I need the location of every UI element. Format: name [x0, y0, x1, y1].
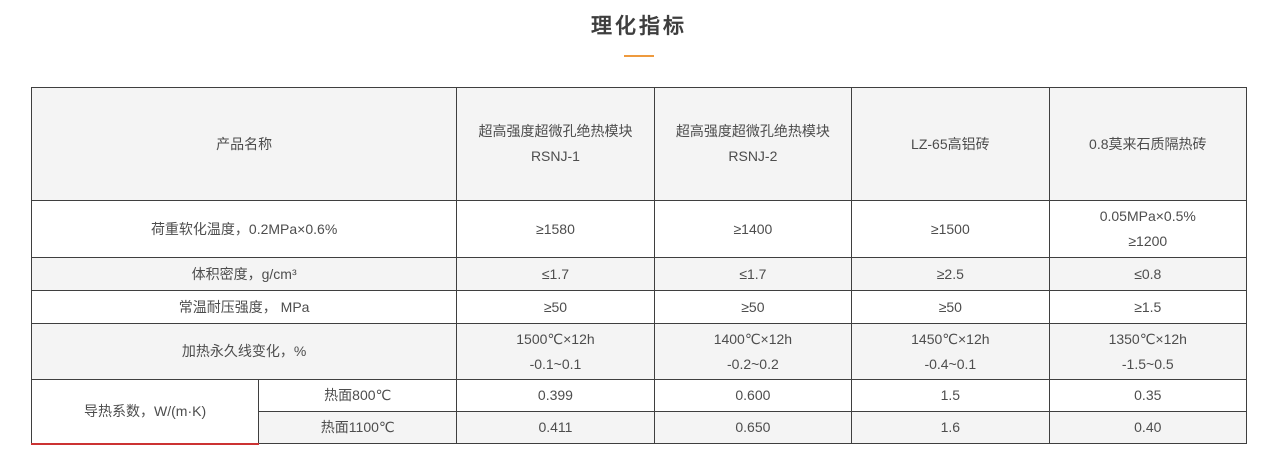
table-cell: ≥1580	[456, 200, 655, 258]
table-cell: ≥50	[851, 290, 1050, 324]
spec-table-container: 产品名称 超高强度超微孔绝热模块 RSNJ-1 超高强度超微孔绝热模块 RSNJ…	[30, 87, 1248, 445]
table-row-compressive-strength: 常温耐压强度， MPa ≥50 ≥50 ≥50 ≥1.5	[30, 290, 1248, 324]
table-cell: 1350℃×12h -1.5~0.5	[1048, 323, 1248, 380]
table-row-conductivity-800: 导热系数，W/(m·K) 热面800℃ 0.399 0.600 1.5 0.35	[30, 379, 1248, 444]
table-cell: ≥50	[456, 290, 655, 324]
page-title: 理化指标	[591, 15, 687, 38]
table-cell: ≥1.5	[1048, 290, 1248, 324]
table-cell: 0.35	[1048, 379, 1248, 412]
column-header-rsnj2: 超高强度超微孔绝热模块 RSNJ-2	[653, 87, 853, 201]
row-label: 体积密度，g/cm³	[30, 257, 458, 291]
table-cell: ≥50	[653, 290, 853, 324]
table-cell: ≤0.8	[1048, 257, 1248, 291]
column-header-lz65: LZ-65高铝砖	[851, 87, 1050, 201]
table-cell: 1500℃×12h -0.1~0.1	[456, 323, 655, 380]
red-underline-decoration	[31, 443, 259, 445]
title-divider	[624, 55, 654, 57]
column-header-rsnj1: 超高强度超微孔绝热模块 RSNJ-1	[456, 87, 655, 201]
header-row: 产品名称 超高强度超微孔绝热模块 RSNJ-1 超高强度超微孔绝热模块 RSNJ…	[30, 87, 1248, 201]
conductivity-label: 导热系数，W/(m·K)	[30, 379, 260, 444]
table-cell: 1450℃×12h -0.4~0.1	[851, 323, 1050, 380]
table-row-load-softening: 荷重软化温度，0.2MPa×0.6% ≥1580 ≥1400 ≥1500 0.0…	[30, 200, 1248, 258]
table-cell: 0.05MPa×0.5% ≥1200	[1048, 200, 1248, 258]
sub-row-label: 热面800℃	[258, 379, 458, 412]
table-cell: ≥2.5	[851, 257, 1050, 291]
table-cell: 0.650	[653, 411, 853, 444]
table-cell: ≥1400	[653, 200, 853, 258]
table-cell: 0.411	[456, 411, 655, 444]
column-header-mullite: 0.8莫来石质隔热砖	[1048, 87, 1248, 201]
table-cell: 0.600	[653, 379, 853, 412]
table-cell: 1.6	[851, 411, 1050, 444]
row-label: 荷重软化温度，0.2MPa×0.6%	[30, 200, 458, 258]
row-label: 加热永久线变化，%	[30, 323, 458, 380]
table-cell: ≥1500	[851, 200, 1050, 258]
table-cell: 0.40	[1048, 411, 1248, 444]
table-row-linear-change: 加热永久线变化，% 1500℃×12h -0.1~0.1 1400℃×12h -…	[30, 323, 1248, 380]
table-row-bulk-density: 体积密度，g/cm³ ≤1.7 ≤1.7 ≥2.5 ≤0.8	[30, 257, 1248, 291]
spec-table: 产品名称 超高强度超微孔绝热模块 RSNJ-1 超高强度超微孔绝热模块 RSNJ…	[30, 87, 1248, 444]
table-cell: 1400℃×12h -0.2~0.2	[653, 323, 853, 380]
table-cell: ≤1.7	[456, 257, 655, 291]
product-name-header: 产品名称	[30, 87, 458, 201]
table-cell: 0.399	[456, 379, 655, 412]
table-cell: ≤1.7	[653, 257, 853, 291]
sub-row-label: 热面1100℃	[258, 411, 458, 444]
table-cell: 1.5	[851, 379, 1050, 412]
table-row-conductivity-1100: 热面1100℃ 0.411 0.650 1.6 0.40	[32, 411, 1248, 444]
row-label: 常温耐压强度， MPa	[30, 290, 458, 324]
